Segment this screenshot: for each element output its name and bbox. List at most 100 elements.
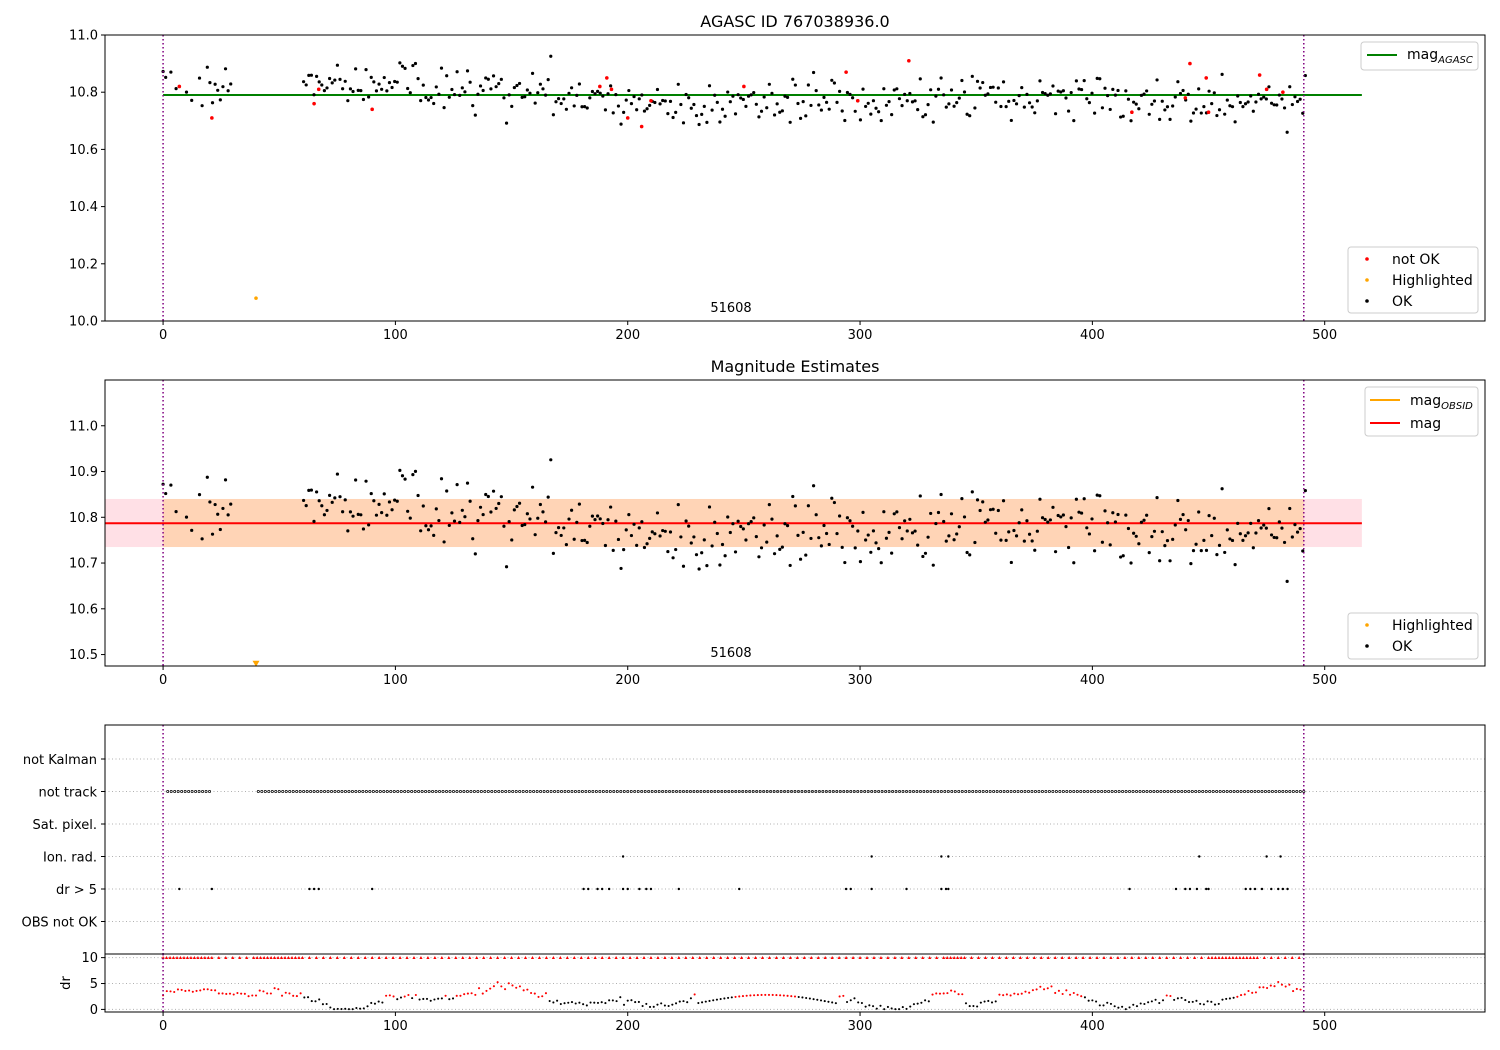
dr-point-not-ok xyxy=(1002,994,1005,997)
flag-point xyxy=(971,790,975,793)
dr-point-not-ok xyxy=(1280,983,1283,986)
not-ok-point xyxy=(1204,76,1209,80)
ok-point xyxy=(1020,85,1024,90)
dr-point-not-ok xyxy=(455,994,458,997)
flag-point xyxy=(256,790,260,793)
flag-point xyxy=(940,887,943,891)
dr-capped-marker xyxy=(551,956,555,960)
ok-point xyxy=(1017,521,1021,525)
flag-point xyxy=(169,790,173,793)
ok-point xyxy=(216,88,220,92)
ok-point xyxy=(416,493,420,498)
ok-point xyxy=(338,77,342,81)
dr-capped-marker xyxy=(823,956,827,960)
dr-point-not-ok xyxy=(1240,994,1243,997)
ok-point xyxy=(577,82,582,86)
dr-capped-marker xyxy=(206,956,210,960)
dr-capped-marker xyxy=(565,956,569,960)
flag-point xyxy=(912,790,915,793)
flag-point xyxy=(1027,790,1030,793)
dr-capped-marker xyxy=(164,956,169,960)
ok-point xyxy=(1215,113,1219,118)
ok-point xyxy=(817,536,821,540)
dr-point-ok xyxy=(1117,1006,1120,1009)
p1-xtick-label: 300 xyxy=(848,328,873,343)
panel-agasc-magnitude: AGASC ID 767038936.0 0 100 200 300 400 50010.… xyxy=(69,12,1486,343)
dr-capped-marker xyxy=(858,956,862,960)
flag-point xyxy=(455,790,459,793)
dr-capped-marker xyxy=(837,956,841,960)
dr-capped-marker xyxy=(1238,956,1242,960)
ok-point xyxy=(510,538,514,542)
ok-point xyxy=(481,88,485,93)
p1-ytick-label: 10.4 xyxy=(69,200,98,215)
flag-point xyxy=(849,887,852,891)
flag-point xyxy=(804,790,807,793)
ok-point xyxy=(551,551,555,555)
ok-point xyxy=(393,79,397,84)
dr-point-ok xyxy=(708,999,711,1003)
dr-capped-marker xyxy=(363,956,367,960)
dr-point-not-ok xyxy=(176,988,179,991)
ok-point xyxy=(543,520,548,524)
flag-point xyxy=(692,790,696,793)
ok-point xyxy=(434,507,438,511)
panel1-title: AGASC ID 767038936.0 xyxy=(700,12,889,31)
ok-point xyxy=(190,528,194,532)
dr-point-ok xyxy=(968,1005,971,1008)
flag-point xyxy=(751,790,755,793)
ok-point xyxy=(421,504,425,508)
flag-point xyxy=(431,790,435,793)
ok-point xyxy=(393,498,397,502)
p1-ytick-label: 10.0 xyxy=(69,315,98,330)
ok-point xyxy=(1150,102,1154,106)
p1-xtick-label: 0 xyxy=(159,328,167,343)
p4-frame xyxy=(104,953,1486,1013)
dr-point-not-ok xyxy=(202,988,206,991)
ok-point xyxy=(1259,526,1263,530)
dr-point-not-ok xyxy=(957,993,960,996)
ok-point xyxy=(549,458,553,462)
ok-point xyxy=(210,101,215,105)
ok-point xyxy=(1069,516,1073,520)
ok-point xyxy=(1269,101,1274,105)
ok-point xyxy=(757,115,761,119)
ok-point xyxy=(687,96,691,100)
ok-point xyxy=(648,103,652,107)
ok-point xyxy=(767,82,771,86)
dr-capped-marker xyxy=(593,956,597,960)
flag-point xyxy=(284,790,288,793)
dr-capped-marker xyxy=(949,956,953,960)
ok-point xyxy=(216,512,220,516)
flag-point xyxy=(462,790,466,793)
ok-point xyxy=(746,94,751,98)
ok-point xyxy=(169,70,173,74)
flag-point xyxy=(354,790,358,793)
flag-point xyxy=(1277,790,1281,793)
flag-point xyxy=(1174,887,1178,891)
dr-point-not-ok xyxy=(838,995,841,998)
ok-point xyxy=(1111,511,1115,515)
ok-point xyxy=(406,509,410,513)
flag-point xyxy=(424,790,428,793)
ok-point xyxy=(364,68,368,72)
ok-point xyxy=(1210,102,1214,106)
flag-point xyxy=(978,790,982,793)
ok-point xyxy=(668,99,673,103)
ok-point xyxy=(1217,543,1222,547)
flag-point xyxy=(263,790,267,793)
ok-point xyxy=(1009,118,1013,123)
dr-point-not-ok xyxy=(782,994,785,997)
ok-point xyxy=(455,483,459,487)
dr-point-ok xyxy=(667,1004,670,1008)
flag-point xyxy=(532,790,536,793)
dr-capped-marker xyxy=(732,956,737,960)
dr-point-ok xyxy=(630,999,633,1002)
ok-point xyxy=(463,515,467,519)
ok-point xyxy=(832,81,837,85)
p1-legend-lines: magAGASC xyxy=(1360,41,1479,71)
ok-point xyxy=(1038,79,1042,83)
flag-point xyxy=(302,790,306,793)
ok-point xyxy=(164,75,168,79)
flag-point xyxy=(1232,790,1236,793)
